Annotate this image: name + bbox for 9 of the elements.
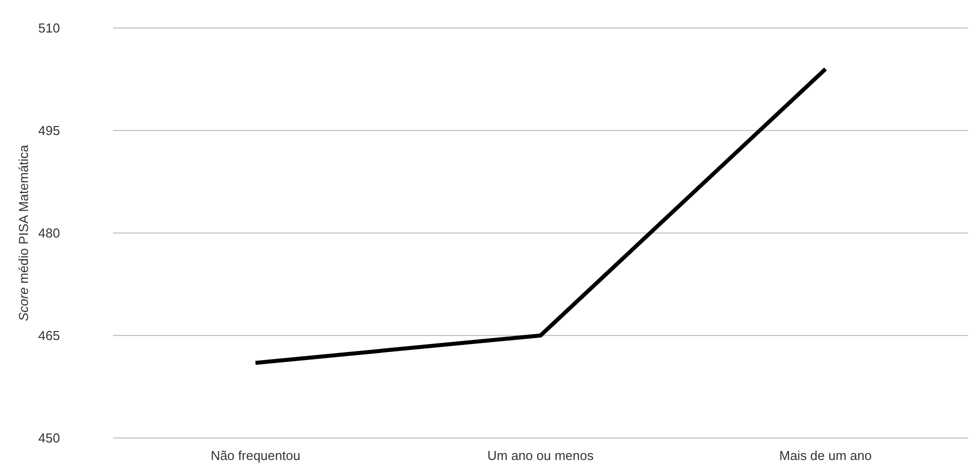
y-tick-label: 480 <box>38 226 60 241</box>
x-tick-label: Mais de um ano <box>779 448 872 463</box>
y-tick-label: 465 <box>38 328 60 344</box>
y-axis-title: Score médio PISA Matemática <box>16 144 31 322</box>
x-tick-label: Não frequentou <box>210 448 300 463</box>
y-tick-label: 450 <box>38 430 60 446</box>
x-tick-label: Um ano ou menos <box>487 448 594 463</box>
y-tick-label: 510 <box>38 20 60 36</box>
y-tick-label: 495 <box>38 123 60 138</box>
